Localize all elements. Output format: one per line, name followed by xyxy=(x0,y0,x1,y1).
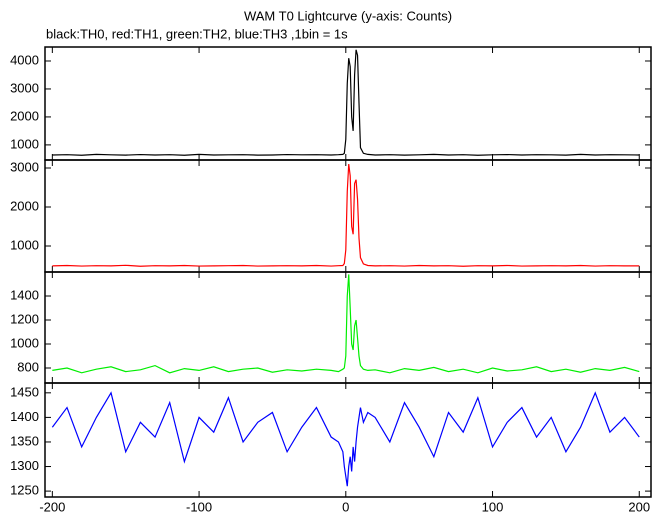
y-tick-label: 3000 xyxy=(10,80,39,95)
y-tick-label: 1000 xyxy=(10,335,39,350)
light-curve xyxy=(51,391,640,487)
y-tick-label: 1000 xyxy=(10,237,39,252)
y-tick-label: 1400 xyxy=(10,287,39,302)
chart-subtitle: black:TH0, red:TH1, green:TH2, blue:TH3 … xyxy=(46,26,348,41)
y-tick-label: 1250 xyxy=(10,483,39,498)
chart-title: WAM T0 Lightcurve (y-axis: Counts) xyxy=(244,8,452,23)
light-curve xyxy=(52,49,640,156)
x-tick-label: -200 xyxy=(39,499,65,514)
y-tick-label: 2000 xyxy=(10,108,39,123)
y-tick-label: 1000 xyxy=(10,136,39,151)
x-tick-label: -100 xyxy=(186,499,212,514)
y-tick-label: 800 xyxy=(17,359,39,374)
x-tick-label: 0 xyxy=(342,499,349,514)
x-tick-label: 200 xyxy=(628,499,650,514)
y-tick-label: 1200 xyxy=(10,311,39,326)
light-curve xyxy=(52,164,640,267)
x-tick-label: 100 xyxy=(482,499,504,514)
y-tick-label: 1400 xyxy=(10,409,39,424)
y-tick-label: 1300 xyxy=(10,458,39,473)
light-curve xyxy=(52,274,640,374)
y-tick-label: 3000 xyxy=(10,159,39,174)
panel-frame xyxy=(44,382,652,498)
y-tick-label: 1450 xyxy=(10,384,39,399)
y-tick-label: 1350 xyxy=(10,433,39,448)
y-tick-label: 4000 xyxy=(10,52,39,67)
y-tick-label: 2000 xyxy=(10,198,39,213)
